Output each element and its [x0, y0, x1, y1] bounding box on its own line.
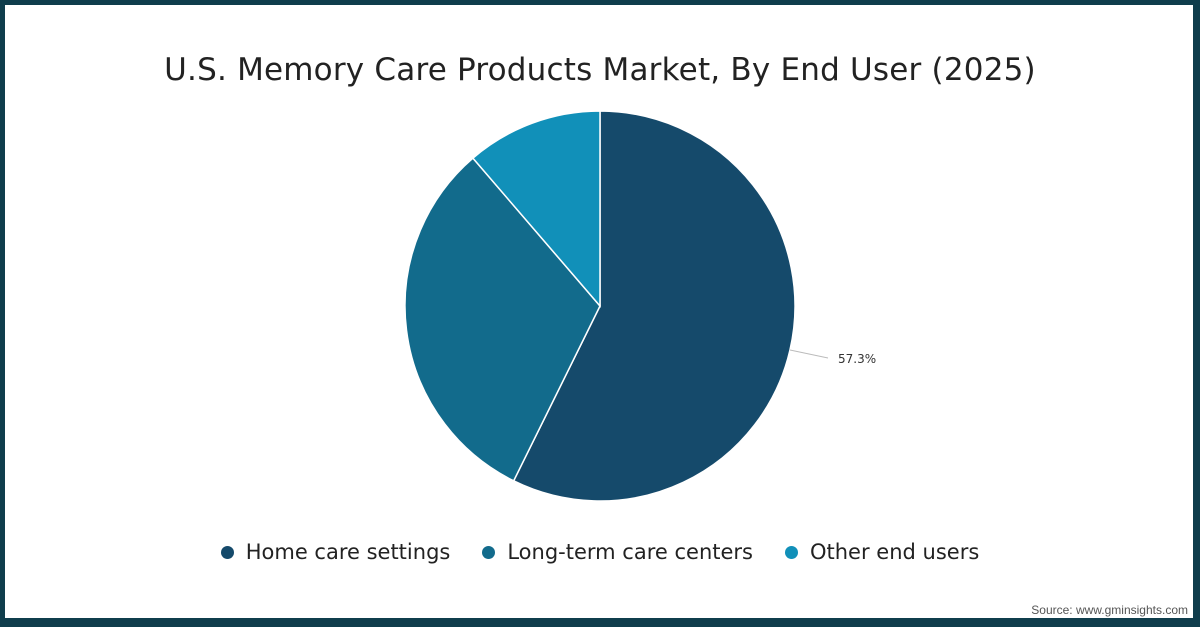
legend-item-other[interactable]: Other end users [784, 540, 980, 564]
leader-line [789, 349, 829, 359]
data-label: 57.3% [838, 352, 876, 366]
chart-title: U.S. Memory Care Products Market, By End… [164, 52, 1036, 88]
legend-item-long-term-care[interactable]: Long-term care centers [482, 540, 753, 564]
source-note: Source: www.gminsights.com [1031, 603, 1188, 617]
legend-item-home-care[interactable]: Home care settings [220, 540, 451, 564]
legend-dot-icon [482, 545, 496, 559]
legend-label: Home care settings [245, 540, 451, 564]
pie-slice-home-care-settings[interactable] [512, 110, 796, 502]
pie-slice-long-term-care-centers[interactable] [404, 157, 601, 482]
pie-slice-other-end-users[interactable] [471, 110, 601, 309]
legend-label: Other end users [809, 540, 980, 564]
legend-label: Long-term care centers [507, 540, 753, 564]
legend: Home care settings Long-term care center… [0, 540, 1200, 564]
legend-dot-icon [220, 545, 234, 559]
legend-dot-icon [784, 545, 798, 559]
